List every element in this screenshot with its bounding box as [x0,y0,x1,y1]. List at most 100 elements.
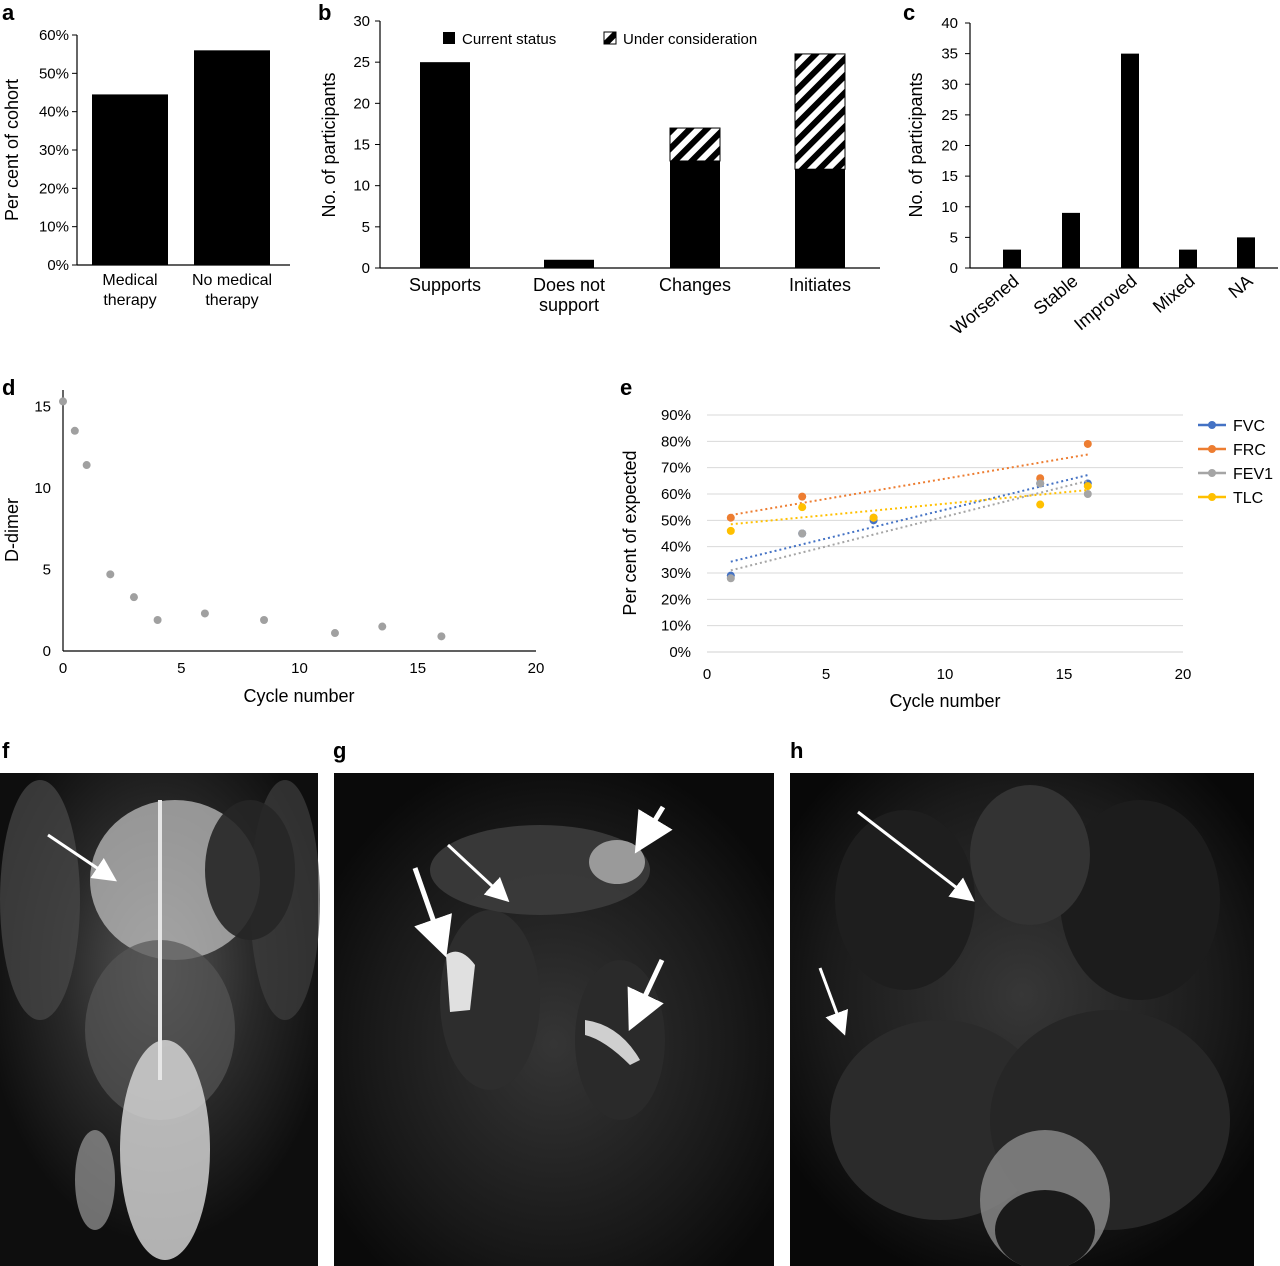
a-bar [194,50,270,266]
panel-label-a: a [2,0,15,25]
e-point-frc [798,492,807,501]
c-ytick-label: 35 [941,46,958,63]
a-category-label: therapy [205,292,258,309]
e-legend-label-frc: FRC [1233,442,1266,459]
c-ytick-label: 10 [941,199,958,216]
b-category-label: Changes [659,275,731,295]
c-bar [1179,249,1197,268]
d-point [70,426,79,435]
e-trendline-frc [730,453,1088,517]
c-y-axis-title: No. of participants [906,72,926,217]
c-category-label: Worsened [947,271,1022,339]
d-ytick-label: 15 [34,398,51,415]
b-category-label: Does not [533,275,605,295]
d-xtick-label: 20 [528,660,545,677]
e-x-axis-title: Cycle number [889,691,1000,711]
panel-label-f: f [2,738,10,763]
e-legend-marker-fev1 [1208,469,1216,477]
b-ytick-label: 20 [353,95,370,112]
b-y-axis-title: No. of participants [319,72,339,217]
chart-a-bar: 0% 10% 20% 30% 40% 50% 60% Medical therapy No med… [2,27,290,309]
b-category-label: Supports [409,275,481,295]
e-ytick-label: 20% [661,591,691,608]
d-point [129,593,138,602]
d-ytick-label: 10 [34,480,51,497]
c-category-label: Stable [1030,271,1082,319]
a-ytick-label: 60% [39,27,69,44]
e-legend-label-fev1: FEV1 [1233,466,1273,483]
d-point [330,629,339,638]
d-xtick-label: 15 [409,660,426,677]
b-category-label: Initiates [789,275,851,295]
b-legend-label-consideration: Under consideration [623,31,757,48]
e-point-frc [726,513,735,522]
e-ytick-label: 50% [661,512,691,529]
b-bar-current-status [795,169,845,268]
panel-label-g: g [333,738,346,763]
d-x-axis-title: Cycle number [243,686,354,706]
e-point-fev1 [726,574,735,583]
chart-d-scatter: 0 5 10 15 0 5 10 15 20 Cycle number D-dimer [2,390,544,706]
a-category-label: Medical [102,272,157,289]
e-point-tlc [1083,482,1092,491]
mri-image-f [0,773,320,1266]
a-ytick-label: 40% [39,104,69,121]
e-legend-label-fvc: FVC [1233,418,1265,435]
e-point-tlc [1036,500,1045,509]
a-category-label: No medical [192,272,272,289]
d-y-axis-title: D-dimer [2,498,22,562]
arrow-h-2 [818,967,848,1036]
panel-label-e: e [620,375,632,400]
e-point-fev1 [1083,490,1092,498]
a-bar [92,94,168,266]
e-trendline-tlc [730,489,1088,526]
d-point [106,570,115,579]
c-ytick-label: 30 [941,76,958,93]
e-ytick-label: 60% [661,486,691,503]
d-point [200,609,209,618]
e-xtick-label: 15 [1056,666,1073,683]
b-ytick-label: 15 [353,137,370,154]
c-ytick-label: 20 [941,138,958,155]
b-bar-current-status [420,62,470,268]
e-ytick-label: 90% [661,407,691,424]
c-category-label: Mixed [1149,271,1199,317]
c-bar [1062,212,1080,268]
e-ytick-label: 70% [661,460,691,477]
e-legend-label-tlc: TLC [1233,490,1263,507]
c-bar [1121,53,1139,268]
e-xtick-label: 0 [703,666,711,683]
e-point-fev1 [798,529,807,538]
a-ytick-label: 0% [47,257,69,274]
e-ytick-label: 40% [661,539,691,556]
b-bar-current-status [670,160,720,268]
e-xtick-label: 10 [937,666,954,683]
e-xtick-label: 20 [1175,666,1192,683]
arrow-h-1 [857,810,975,902]
d-point [437,632,446,641]
d-point [59,397,67,406]
d-point [82,461,91,470]
b-ytick-label: 5 [362,219,370,236]
arrow-f [47,833,117,882]
b-legend-swatch-current [443,32,455,44]
e-point-frc [1083,439,1092,448]
d-point [153,616,162,625]
b-bar-under-consideration [794,53,846,170]
b-legend-label-current: Current status [462,31,556,48]
arrow-g-1 [412,867,452,958]
c-ytick-label: 5 [950,229,958,246]
e-trendline-fvc [730,474,1089,563]
a-ytick-label: 10% [39,219,69,236]
e-legend-marker-tlc [1208,493,1216,501]
d-point [260,616,269,625]
b-ytick-label: 0 [362,260,370,277]
panel-label-h: h [790,738,803,763]
b-bar-under-consideration [669,127,721,162]
e-xtick-label: 5 [822,666,830,683]
d-point [378,622,387,631]
a-ytick-label: 50% [39,65,69,82]
e-trendline-fev1 [730,479,1089,572]
